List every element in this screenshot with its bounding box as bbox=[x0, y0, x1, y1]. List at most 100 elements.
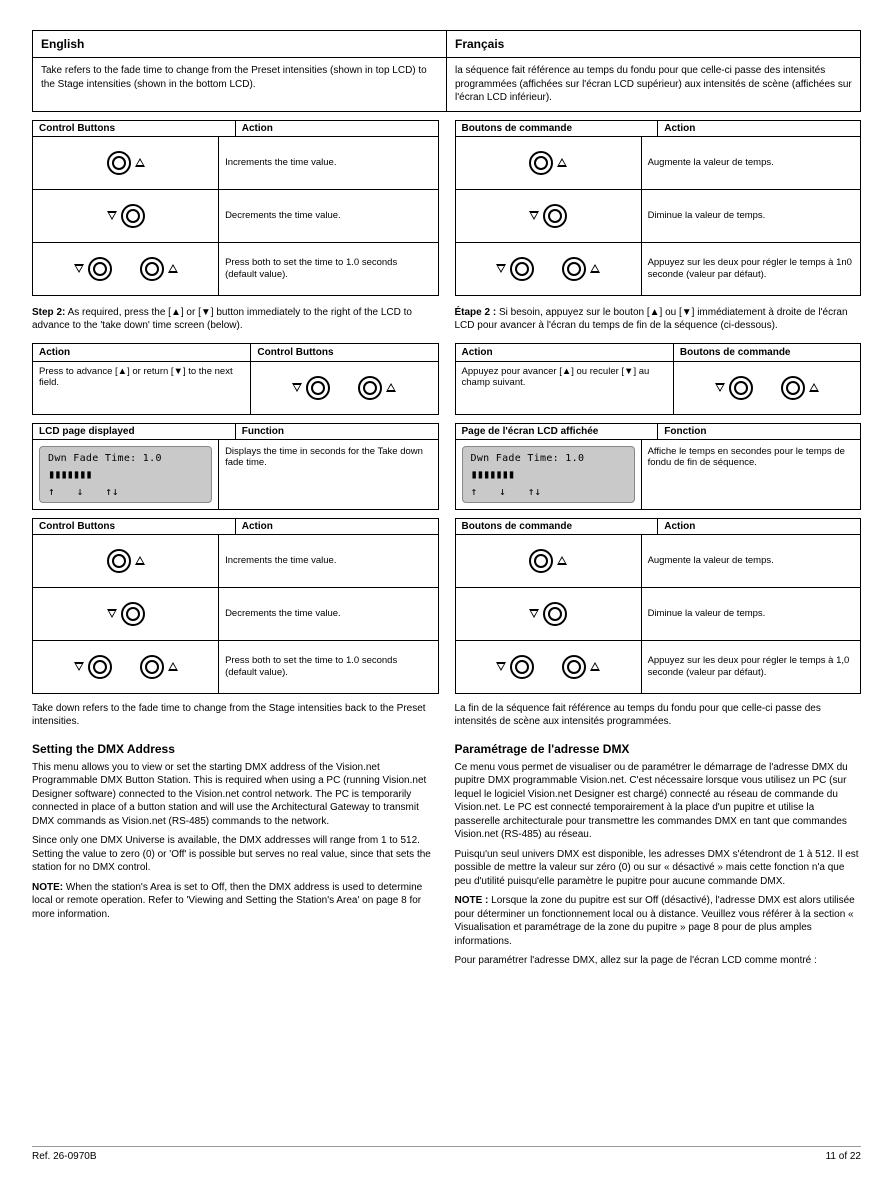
step2-text-en: As required, press the [▲] or [▼] button… bbox=[32, 307, 412, 332]
dn-text-fr: La fin de la séquence fait référence au … bbox=[455, 702, 862, 729]
lang-header-box: English Français Take refers to the fade… bbox=[32, 30, 861, 112]
knob-down-icon bbox=[33, 588, 219, 640]
step2-lead-en: Step 2: bbox=[32, 307, 65, 318]
upfade-en-r2: Decrements the time value. bbox=[219, 190, 437, 242]
dnfade-fr-r1: Augmente la valeur de temps. bbox=[642, 535, 860, 587]
footer-ref: Ref. 26-0970B bbox=[32, 1151, 97, 1162]
lcd-func-en: Displays the time in seconds for the Tak… bbox=[219, 440, 437, 509]
lcd-h-en: LCD page displayed bbox=[33, 424, 236, 439]
adv-h1: Action bbox=[33, 344, 251, 361]
knob-up-icon bbox=[456, 137, 642, 189]
intro-en: Take refers to the fade time to change f… bbox=[33, 58, 446, 111]
lcd-table-en: LCD page displayedFunction Dwn Fade Time… bbox=[32, 423, 439, 510]
adv-text-en: Press to advance [▲] or return [▼] to th… bbox=[33, 362, 251, 414]
step2-en: Step 2: As required, press the [▲] or [▼… bbox=[32, 306, 439, 333]
knob-up-icon bbox=[456, 535, 642, 587]
upfade-table-fr: Boutons de commandeAction Augmente la va… bbox=[455, 120, 862, 296]
upfade-en-r3: Press both to set the time to 1.0 second… bbox=[219, 243, 437, 295]
arrow-updown-icon: ↑↓ bbox=[105, 485, 118, 498]
lang-header-row: English Français bbox=[33, 31, 860, 58]
dnfade-table-fr: Boutons de commandeAction Augmente la va… bbox=[455, 518, 862, 694]
advance-tables: ActionControl Buttons Press to advance [… bbox=[32, 343, 861, 415]
dnfade-fr-r3: Appuyez sur les deux pour régler le temp… bbox=[642, 641, 860, 693]
dn-text-row: Take down refers to the fade time to cha… bbox=[32, 702, 861, 729]
setdmx-fr-p2: NOTE : Lorsque la zone du pupitre est su… bbox=[455, 894, 862, 948]
col-buttons-fr: Boutons de commande bbox=[456, 121, 659, 136]
upfade-en-r1: Increments the time value. bbox=[219, 137, 437, 189]
lcd-bars-icon: ▮▮▮▮▮▮▮ bbox=[471, 467, 626, 481]
lcd-line1-en: Dwn Fade Time: 1.0 bbox=[48, 453, 203, 464]
dnfade-en-r2: Decrements the time value. bbox=[219, 588, 437, 640]
footer-page: 11 of 22 bbox=[826, 1151, 861, 1162]
setdmx-en-p1: Since only one DMX Universe is available… bbox=[32, 834, 439, 875]
setdmx-en-note: NOTE: When the station's Area is set to … bbox=[32, 881, 439, 922]
setdmx-fr-p3: Pour paramétrer l'adresse DMX, allez sur… bbox=[455, 954, 862, 968]
knob-down-icon bbox=[33, 190, 219, 242]
lcd-h2-en: Function bbox=[236, 424, 438, 439]
setdmx-row: Setting the DMX Address This menu allows… bbox=[32, 729, 861, 974]
arrow-up-icon: ↑ bbox=[48, 485, 55, 498]
lcd-arrows-fr: ↑↓↑↓ bbox=[471, 485, 626, 498]
upfade-fr-r3: Appuyez sur les deux pour régler le temp… bbox=[642, 243, 860, 295]
lcd-tables: LCD page displayedFunction Dwn Fade Time… bbox=[32, 423, 861, 510]
adv-h2: Control Buttons bbox=[251, 344, 437, 361]
knob-down-icon bbox=[456, 588, 642, 640]
setdmx-fr-note: NOTE : Lorsque la zone du pupitre est su… bbox=[455, 894, 862, 948]
lang-fr-label: Français bbox=[446, 31, 860, 57]
arrow-down-icon: ↓ bbox=[499, 485, 506, 498]
lang-header-body: Take refers to the fade time to change f… bbox=[33, 58, 860, 111]
lcd-bars-icon: ▮▮▮▮▮▮▮ bbox=[48, 467, 203, 481]
step2-text-fr: Si besoin, appuyez sur le bouton [▲] ou … bbox=[455, 307, 848, 332]
knob-both-icon bbox=[456, 641, 642, 693]
col-action: Action bbox=[236, 121, 438, 136]
dn-text-en: Take down refers to the fade time to cha… bbox=[32, 702, 439, 729]
step2-lead-fr: Étape 2 : bbox=[455, 307, 497, 318]
adv-h2-fr: Boutons de commande bbox=[674, 344, 860, 361]
arrow-updown-icon: ↑↓ bbox=[528, 485, 541, 498]
dnfade-fr-r2: Diminue la valeur de temps. bbox=[642, 588, 860, 640]
setdmx-fr-p0: Ce menu vous permet de visualiser ou de … bbox=[455, 761, 862, 842]
knob-up-icon bbox=[33, 137, 219, 189]
setdmx-h-en: Setting the DMX Address bbox=[32, 741, 439, 757]
knob-both-icon bbox=[33, 243, 219, 295]
lang-en-label: English bbox=[33, 31, 446, 57]
lcd-func-fr: Affiche le temps en secondes pour le tem… bbox=[642, 440, 860, 509]
col-buttons: Control Buttons bbox=[33, 121, 236, 136]
setdmx-en-p2: NOTE: When the station's Area is set to … bbox=[32, 881, 439, 922]
setdmx-en: Setting the DMX Address This menu allows… bbox=[32, 729, 439, 974]
dnfade-en-r1: Increments the time value. bbox=[219, 535, 437, 587]
knob-pair-icon bbox=[251, 362, 437, 414]
page-footer: Ref. 26-0970B 11 of 22 bbox=[32, 1146, 861, 1162]
lcd-table-fr: Page de l'écran LCD affichéeFonction Dwn… bbox=[455, 423, 862, 510]
knob-both-icon bbox=[33, 641, 219, 693]
knob-both-icon bbox=[456, 243, 642, 295]
dnfade-tables: Control ButtonsAction Increments the tim… bbox=[32, 518, 861, 694]
arrow-up-icon: ↑ bbox=[471, 485, 478, 498]
dnfade-h1-fr: Boutons de commande bbox=[456, 519, 659, 534]
col-action-fr: Action bbox=[658, 121, 860, 136]
lcd-display-fr: Dwn Fade Time: 1.0 ▮▮▮▮▮▮▮ ↑↓↑↓ bbox=[462, 446, 635, 503]
setdmx-h-fr: Paramétrage de l'adresse DMX bbox=[455, 741, 862, 757]
upfade-tables: Control ButtonsAction Increments the tim… bbox=[32, 120, 861, 296]
intro-fr: la séquence fait référence au temps du f… bbox=[446, 58, 860, 111]
knob-down-icon bbox=[456, 190, 642, 242]
knob-up-icon bbox=[33, 535, 219, 587]
lcd-line1-fr: Dwn Fade Time: 1.0 bbox=[471, 453, 626, 464]
lcd-display-en: Dwn Fade Time: 1.0 ▮▮▮▮▮▮▮ ↑↓↑↓ bbox=[39, 446, 212, 503]
advance-table-fr: ActionBoutons de commande Appuyez pour a… bbox=[455, 343, 862, 415]
dnfade-en-r3: Press both to set the time to 1.0 second… bbox=[219, 641, 437, 693]
lcd-h2-fr: Fonction bbox=[658, 424, 860, 439]
setdmx-en-p0: This menu allows you to view or set the … bbox=[32, 761, 439, 829]
setdmx-fr: Paramétrage de l'adresse DMX Ce menu vou… bbox=[455, 729, 862, 974]
knob-pair-icon bbox=[674, 362, 860, 414]
setdmx-fr-p1: Puisqu'un seul univers DMX est disponibl… bbox=[455, 848, 862, 889]
upfade-fr-r1: Augmente la valeur de temps. bbox=[642, 137, 860, 189]
advance-table-en: ActionControl Buttons Press to advance [… bbox=[32, 343, 439, 415]
dnfade-h2-fr: Action bbox=[658, 519, 860, 534]
upfade-fr-r2: Diminue la valeur de temps. bbox=[642, 190, 860, 242]
dnfade-h1-en: Control Buttons bbox=[33, 519, 236, 534]
adv-text-fr: Appuyez pour avancer [▲] ou reculer [▼] … bbox=[456, 362, 674, 414]
dnfade-h2-en: Action bbox=[236, 519, 438, 534]
upfade-table-en: Control ButtonsAction Increments the tim… bbox=[32, 120, 439, 296]
step2-row: Step 2: As required, press the [▲] or [▼… bbox=[32, 306, 861, 333]
